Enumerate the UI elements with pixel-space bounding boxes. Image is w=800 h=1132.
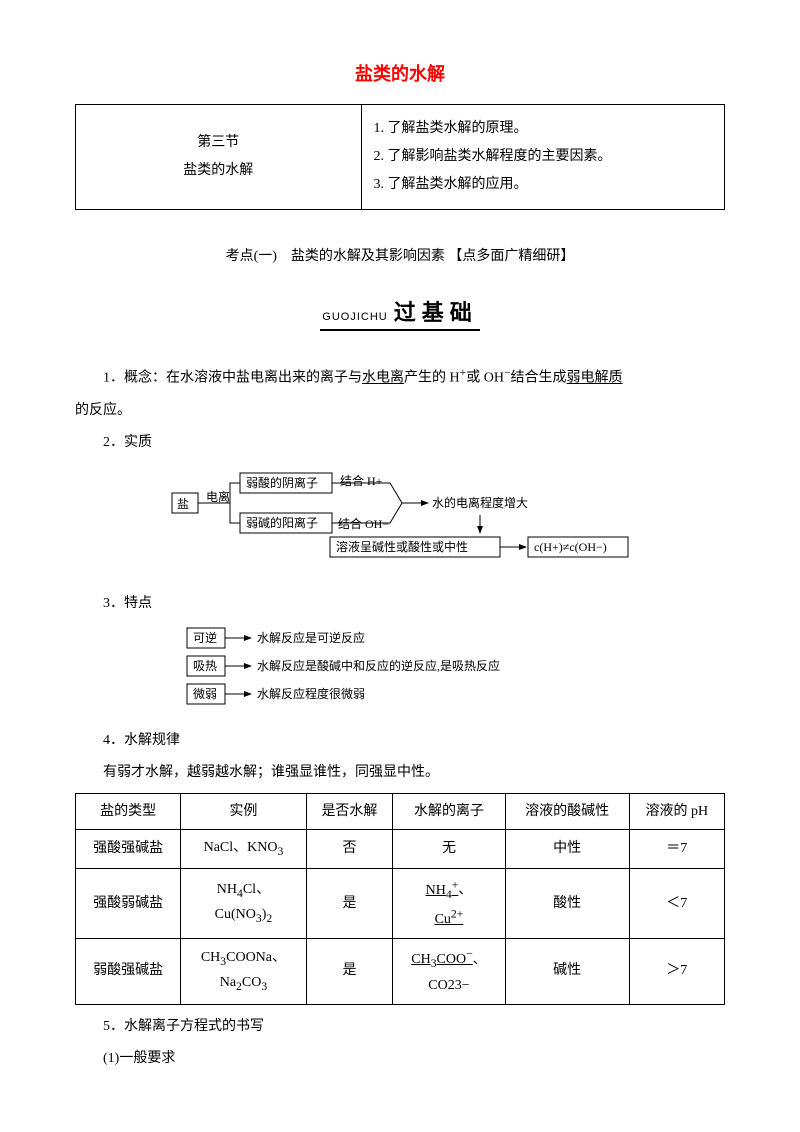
svg-text:电离: 电离 bbox=[206, 489, 230, 504]
svg-text:弱碱的阳离子: 弱碱的阳离子 bbox=[246, 515, 318, 530]
objective-1: 1. 了解盐类水解的原理。 bbox=[374, 115, 712, 143]
section-label: 第三节 bbox=[88, 129, 349, 157]
svg-text:水的电离程度增大: 水的电离程度增大 bbox=[432, 495, 528, 510]
rule-text: 有弱才水解，越弱越水解；谁强显谁性，同强显中性。 bbox=[75, 759, 725, 787]
guojichu-han: 过基础 bbox=[394, 300, 478, 325]
feature-diagram: 可逆 水解反应是可逆反应 吸热 水解反应是酸碱中和反应的逆反应,是吸热反应 微弱… bbox=[75, 626, 725, 717]
intro-table: 第三节 盐类的水解 1. 了解盐类水解的原理。 2. 了解影响盐类水解程度的主要… bbox=[75, 104, 725, 210]
hydrolysis-table: 盐的类型 实例 是否水解 水解的离子 溶液的酸碱性 溶液的 pH 强酸强碱盐 N… bbox=[75, 793, 725, 1005]
concept-para-tail: 的反应。 bbox=[75, 397, 725, 425]
svg-text:微弱: 微弱 bbox=[193, 687, 217, 701]
svg-text:结合 H+: 结合 H+ bbox=[340, 473, 383, 488]
section-topic: 盐类的水解 bbox=[88, 157, 349, 185]
objective-3: 3. 了解盐类水解的应用。 bbox=[374, 171, 712, 199]
guojichu-heading: GUOJICHU 过基础 bbox=[75, 295, 725, 331]
svg-text:吸热: 吸热 bbox=[193, 659, 217, 673]
kaodian-heading: 考点(一) 盐类的水解及其影响因素 【点多面广精细研】 bbox=[75, 245, 725, 265]
svg-text:水解反应是可逆反应: 水解反应是可逆反应 bbox=[257, 630, 365, 645]
guojichu-pinyin: GUOJICHU bbox=[322, 311, 387, 323]
equation-heading: 5．水解离子方程式的书写 bbox=[75, 1013, 725, 1041]
concept-para: 1．概念：在水溶液中盐电离出来的离子与水电离产生的 H+或 OH−结合生成弱电解… bbox=[75, 361, 725, 393]
svg-text:弱酸的阴离子: 弱酸的阴离子 bbox=[246, 475, 318, 490]
objective-2: 2. 了解影响盐类水解程度的主要因素。 bbox=[374, 143, 712, 171]
essence-diagram: 盐 电离 弱酸的阴离子 弱碱的阳离子 结合 H+ 结合 OH− 水的电离程度增大… bbox=[75, 465, 725, 580]
page-title: 盐类的水解 bbox=[75, 60, 725, 86]
svg-text:可逆: 可逆 bbox=[193, 630, 217, 645]
svg-text:溶液呈碱性或酸性或中性: 溶液呈碱性或酸性或中性 bbox=[336, 539, 468, 554]
table-row: 强酸强碱盐 NaCl、KNO3 否 无 中性 ＝7 bbox=[76, 830, 725, 869]
table-row: 强酸弱碱盐 NH4Cl、Cu(NO3)2 是 NH4+、Cu2+ 酸性 ＜7 bbox=[76, 869, 725, 939]
equation-sub: (1)一般要求 bbox=[75, 1045, 725, 1073]
svg-text:盐: 盐 bbox=[177, 497, 189, 511]
svg-text:水解反应是酸碱中和反应的逆反应,是吸热反应: 水解反应是酸碱中和反应的逆反应,是吸热反应 bbox=[257, 658, 500, 673]
svg-text:c(H+)≠c(OH−): c(H+)≠c(OH−) bbox=[534, 540, 607, 554]
table-row: 弱酸强碱盐 CH3COONa、Na2CO3 是 CH3COO−、CO23− 碱性… bbox=[76, 938, 725, 1004]
svg-text:水解反应程度很微弱: 水解反应程度很微弱 bbox=[257, 686, 365, 701]
rule-heading: 4．水解规律 bbox=[75, 727, 725, 755]
essence-heading: 2．实质 bbox=[75, 429, 725, 457]
feature-heading: 3．特点 bbox=[75, 590, 725, 618]
table-header-row: 盐的类型 实例 是否水解 水解的离子 溶液的酸碱性 溶液的 pH bbox=[76, 793, 725, 830]
